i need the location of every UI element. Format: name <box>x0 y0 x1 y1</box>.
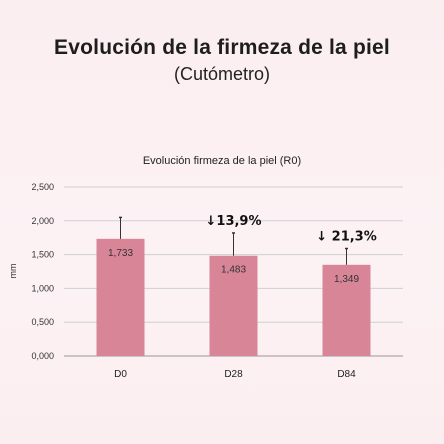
x-tick-label: D0 <box>114 369 127 380</box>
data-label: 1,483 <box>221 265 246 276</box>
change-annotation: ↓ 21,3% <box>316 230 377 245</box>
data-label: 1,349 <box>334 274 359 285</box>
page-title: Evolución de la firmeza de la piel <box>54 36 390 59</box>
bar-d84 <box>322 264 371 356</box>
label-layer: 0,000 0,500 1,000 1,500 2,000 2,500 1,733 D0 1,4… <box>31 182 376 380</box>
y-tick-label: 0,500 <box>31 317 54 327</box>
x-tick-label: D28 <box>224 369 243 380</box>
bar-d0 <box>96 238 145 356</box>
y-tick-label: 1,500 <box>31 250 54 260</box>
data-label: 1,733 <box>108 248 133 259</box>
page-subtitle: (Cutómetro) <box>173 64 271 84</box>
y-tick-label: 2,500 <box>31 182 54 192</box>
y-tick-label: 1,000 <box>31 283 54 293</box>
bar-layer <box>96 216 371 356</box>
y-axis-label: mm <box>8 264 18 279</box>
y-tick-label: 2,000 <box>31 216 54 226</box>
chart-title: Evolución firmeza de la piel (R0) <box>143 155 301 167</box>
bar-d28 <box>209 255 258 356</box>
x-tick-label: D84 <box>337 369 356 380</box>
change-annotation: ↓13,9% <box>206 214 262 229</box>
y-tick-label: 0,000 <box>31 351 54 361</box>
